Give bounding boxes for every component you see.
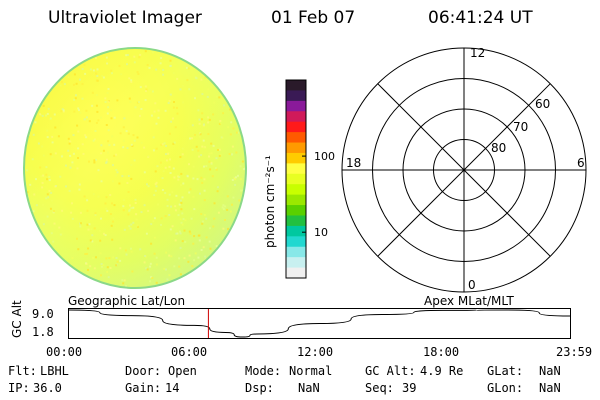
lat-label-70: 70 [513, 120, 529, 134]
polar-grid [341, 47, 587, 293]
status-ip-label: IP: [8, 381, 30, 395]
status-gain-label: Gain: [125, 381, 162, 395]
spoke-diag-2 [377, 83, 551, 257]
colorbar-swatch [286, 215, 306, 227]
uv-image-disk[interactable] [22, 46, 248, 291]
xtick-1800: 18:00 [423, 345, 460, 359]
xtick-2359: 23:59 [556, 345, 593, 359]
status-dsp-label: Dsp: [245, 381, 274, 395]
alt-axis-title: GC Alt [10, 300, 24, 338]
colorbar-swatch [286, 173, 306, 185]
colorbar-unit-label: photon cm⁻²s⁻¹ [263, 155, 277, 248]
polar-spokes [342, 48, 586, 292]
alt-ytick-min: 1.8 [32, 325, 54, 339]
lat-label-80: 80 [491, 141, 507, 155]
colorbar-swatch [286, 111, 306, 123]
colorbar-swatch [286, 100, 306, 112]
colorbar-swatch [286, 142, 306, 154]
clock-label-6: 6 [577, 156, 585, 170]
clock-label-0: 0 [468, 278, 476, 292]
clock-label-18: 18 [346, 156, 362, 170]
colorbar-swatch [286, 90, 306, 102]
status-glat-label: GLat: [487, 364, 524, 378]
status-mode-label: Mode: [245, 364, 282, 378]
image-time: 06:41:24 UT [428, 8, 533, 28]
colorbar-tick-label: 10 [314, 226, 328, 239]
colorbar-swatch [286, 184, 306, 196]
xtick-0600: 06:00 [171, 345, 208, 359]
colorbar-swatch [286, 205, 306, 217]
status-glat-value: NaN [539, 364, 561, 378]
status-gain-value: 14 [165, 381, 180, 395]
status-glon-label: GLon: [487, 381, 524, 395]
status-seq-label: Seq: [365, 381, 394, 395]
colorbar-swatch [286, 152, 306, 164]
status-flt-value: LBHL [40, 364, 69, 378]
altitude-curve [68, 309, 571, 338]
status-flt-label: Flt: [8, 364, 37, 378]
xtick-1200: 12:00 [297, 345, 334, 359]
altitude-plot[interactable] [68, 308, 572, 340]
app-title: Ultraviolet Imager [48, 8, 202, 28]
status-gcalt-value: 4.9 Re [420, 364, 464, 378]
status-seq-value: 39 [402, 381, 417, 395]
status-ip-value: 36.0 [33, 381, 62, 395]
colorbar-swatch [286, 257, 306, 269]
colorbar-swatch [286, 132, 306, 144]
colorbar-swatch [286, 194, 306, 206]
status-dsp-value: NaN [298, 381, 320, 395]
status-door-label: Door: [125, 364, 162, 378]
colorbar-swatch [286, 163, 306, 175]
status-mode-value: Normal [289, 364, 333, 378]
xtick-0000: 00:00 [46, 345, 83, 359]
colorbar-swatch [286, 121, 306, 133]
apex-label: Apex MLat/MLT [424, 294, 514, 308]
colorbar-swatch [286, 225, 306, 237]
clock-label-12: 12 [470, 46, 486, 60]
colorbar-swatch [286, 236, 306, 248]
lat-label-60: 60 [535, 97, 551, 111]
colorbar: 100 10 [285, 79, 335, 279]
status-door-value: Open [168, 364, 197, 378]
status-gcalt-label: GC Alt: [365, 364, 416, 378]
colorbar-gradient [286, 80, 306, 279]
colorbar-swatch [286, 267, 306, 279]
colorbar-swatch [286, 246, 306, 258]
colorbar-swatch [286, 80, 306, 92]
alt-ytick-max: 9.0 [32, 307, 54, 321]
geographic-label: Geographic Lat/Lon [68, 294, 186, 308]
image-date: 01 Feb 07 [271, 8, 356, 28]
status-glon-value: NaN [539, 381, 561, 395]
colorbar-tick-label: 100 [314, 150, 335, 163]
alt-plot-frame [68, 308, 571, 339]
